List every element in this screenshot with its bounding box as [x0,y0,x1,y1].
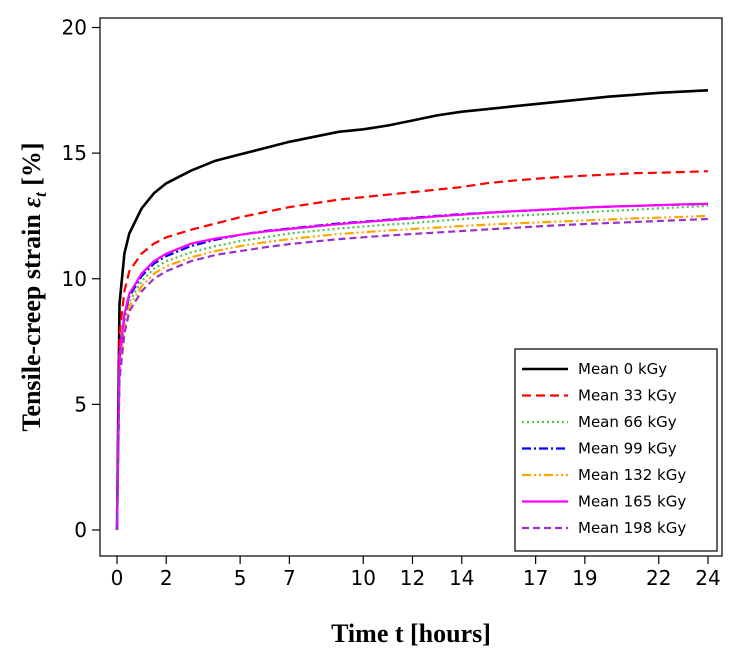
legend-label: Mean 33 kGy [578,387,677,405]
y-tick-label: 20 [62,16,87,40]
legend-label: Mean 132 kGy [578,466,686,484]
legend-label: Mean 198 kGy [578,519,686,537]
series-line-mean-0-kgy [115,89,709,531]
x-tick-label: 22 [646,566,671,590]
legend-label: Mean 66 kGy [578,413,677,431]
y-axis-title-subscript: t [31,191,50,197]
y-axis-title-symbol: ε [17,197,46,208]
series-line-mean-165-kgy [115,202,709,531]
x-tick-label: 19 [572,566,597,590]
y-axis-title-text: Tensile-creep strain [17,208,46,432]
y-tick-label: 15 [62,141,87,165]
x-tick-label: 2 [160,566,173,590]
y-axis: 0 5 10 15 20 [62,16,100,542]
x-tick-label: 14 [449,566,474,590]
x-axis-title: Time t [hours] [331,619,491,648]
legend-label: Mean 99 kGy [578,440,677,458]
x-tick-label: 7 [283,566,296,590]
legend-label: Mean 165 kGy [578,493,686,511]
series-line-mean-198-kgy [115,217,709,531]
legend-label: Mean 0 kGy [578,360,667,378]
legend: Mean 0 kGy Mean 33 kGy Mean 66 kGy Mean 99 … [514,348,718,552]
legend-box [514,348,718,552]
x-tick-label: 5 [234,566,247,590]
y-axis-title-unit: [%] [17,142,46,192]
x-tick-label: 0 [111,566,124,590]
series-line-mean-33-kgy [115,170,709,531]
series-line-mean-132-kgy [115,214,709,531]
x-tick-label: 12 [400,566,425,590]
x-axis: 0 2 5 7 10 12 14 17 19 22 24 [111,556,721,590]
plot-frame [99,17,723,557]
y-tick-label: 0 [74,518,87,542]
x-tick-label: 10 [351,566,376,590]
y-tick-label: 5 [74,392,87,416]
x-tick-label: 24 [695,566,720,590]
y-tick-label: 10 [62,267,87,291]
y-axis-title: Tensile-creep strain εt [%] [17,142,50,431]
series-line-mean-66-kgy [115,204,709,531]
x-tick-label: 17 [523,566,548,590]
